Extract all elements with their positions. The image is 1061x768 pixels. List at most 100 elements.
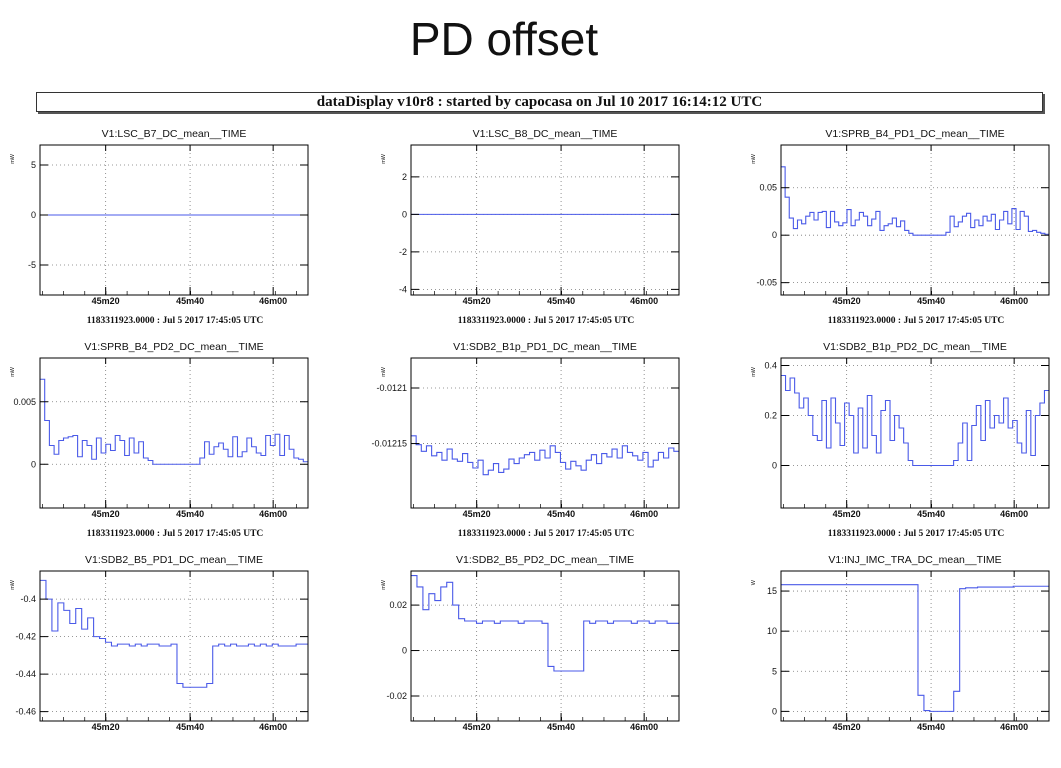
y-tick-label: -0.02 (386, 691, 407, 701)
y-tick-label: 0 (31, 210, 36, 220)
x-tick-label: 45m40 (547, 296, 575, 306)
x-tick-label: 46m00 (1000, 509, 1028, 519)
x-tick-label: 45m40 (917, 722, 945, 732)
chart-title: V1:SDB2_B5_PD2_DC_mean__TIME (456, 554, 634, 566)
plot-frame (39, 144, 309, 296)
time-reference-label: 1183311923.0000 : Jul 5 2017 17:45:05 UT… (458, 316, 635, 326)
x-tick-label: 46m00 (259, 509, 287, 519)
x-tick-label: 45m20 (833, 509, 861, 519)
y-tick-label: -4 (399, 284, 407, 294)
y-tick-label: 10 (767, 626, 777, 636)
data-series-line (781, 584, 1049, 712)
chart-panel-6: V1:SDB2_B1p_PD2_DC_mean__TIME mW 0.4 0.2 0 45… (751, 341, 1050, 539)
y-tick-label: 15 (767, 586, 777, 596)
x-tick-label: 45m40 (176, 296, 204, 306)
y-unit-label: mW (10, 579, 16, 590)
time-reference-label: 1183311923.0000 : Jul 5 2017 17:45:05 UT… (828, 529, 1005, 539)
y-unit-label: mW (751, 366, 757, 377)
x-tick-label: 45m20 (92, 296, 120, 306)
chart-panel-9: V1:INJ_IMC_TRA_DC_mean__TIME W 15 10 5 0 45m20… (751, 554, 1050, 732)
y-tick-label: -0.4 (20, 594, 36, 604)
chart-title: V1:SDB2_B5_PD1_DC_mean__TIME (85, 554, 263, 566)
x-tick-label: 45m20 (463, 722, 491, 732)
plot-frame (39, 357, 309, 509)
chart-title: V1:LSC_B7_DC_mean__TIME (102, 128, 247, 140)
chart-panel-1: V1:LSC_B7_DC_mean__TIME mW 5 0 -5 45m20 45m40 4… (10, 128, 309, 326)
y-tick-label: -0.44 (15, 669, 36, 679)
chart-title: V1:SDB2_B1p_PD1_DC_mean__TIME (453, 341, 637, 353)
y-tick-label: -0.42 (15, 632, 36, 642)
data-series-line (411, 435, 679, 476)
x-tick-label: 46m00 (259, 722, 287, 732)
y-unit-label: mW (10, 153, 16, 164)
y-tick-label: 0 (772, 706, 777, 716)
chart-title: V1:SPRB_B4_PD1_DC_mean__TIME (825, 128, 1004, 140)
y-tick-label: -2 (399, 247, 407, 257)
x-tick-label: 45m20 (833, 296, 861, 306)
x-tick-label: 46m00 (630, 296, 658, 306)
y-unit-label: mW (381, 579, 387, 590)
y-tick-label: 0 (772, 461, 777, 471)
plot-frame (780, 144, 1050, 296)
y-unit-label: mW (381, 153, 387, 164)
y-tick-label: -0.05 (756, 278, 777, 288)
chart-panel-7: V1:SDB2_B5_PD1_DC_mean__TIME mW -0.4 -0.42 -… (10, 554, 309, 732)
y-tick-label: 0.2 (764, 411, 777, 421)
y-unit-label: mW (381, 366, 387, 377)
x-tick-label: 45m40 (917, 296, 945, 306)
y-unit-label: mW (751, 153, 757, 164)
y-tick-label: 0 (402, 646, 407, 656)
y-tick-label: -0.01215 (371, 439, 407, 449)
chart-title: V1:LSC_B8_DC_mean__TIME (473, 128, 618, 140)
y-tick-label: -5 (28, 260, 36, 270)
time-reference-label: 1183311923.0000 : Jul 5 2017 17:45:05 UT… (87, 316, 264, 326)
chart-title: V1:SDB2_B1p_PD2_DC_mean__TIME (823, 341, 1007, 353)
time-reference-label: 1183311923.0000 : Jul 5 2017 17:45:05 UT… (828, 316, 1005, 326)
x-tick-label: 45m40 (547, 722, 575, 732)
y-tick-label: 0 (31, 459, 36, 469)
chart-title: V1:SPRB_B4_PD2_DC_mean__TIME (84, 341, 263, 353)
y-tick-label: 0.05 (759, 183, 777, 193)
y-tick-label: 0.4 (764, 361, 777, 371)
plot-frame (780, 570, 1050, 722)
x-tick-label: 45m40 (176, 722, 204, 732)
chart-panel-8: V1:SDB2_B5_PD2_DC_mean__TIME mW0.02 0 -0.02… (381, 554, 680, 732)
plot-frame (410, 570, 680, 722)
time-reference-label: 1183311923.0000 : Jul 5 2017 17:45:05 UT… (458, 529, 635, 539)
chart-panel-3: V1:SPRB_B4_PD1_DC_mean__TIME mW 0.05 0 -0.05… (751, 128, 1050, 326)
plot-frame (39, 570, 309, 722)
y-tick-label: 2 (402, 172, 407, 182)
y-tick-label: -0.0121 (376, 383, 407, 393)
y-tick-label: 5 (772, 666, 777, 676)
plot-frame (410, 357, 680, 509)
x-tick-label: 45m20 (463, 296, 491, 306)
slide-title: PD offset (409, 13, 599, 65)
plot-frame (780, 357, 1050, 509)
x-tick-label: 46m00 (1000, 296, 1028, 306)
y-tick-label: 0.005 (13, 397, 36, 407)
chart-title: V1:INJ_IMC_TRA_DC_mean__TIME (828, 554, 1001, 566)
x-tick-label: 45m20 (463, 509, 491, 519)
data-series-line (40, 378, 308, 465)
y-tick-label: -0.46 (15, 707, 36, 717)
data-series-line (411, 575, 679, 672)
y-tick-label: 0 (402, 209, 407, 219)
display-banner: dataDisplay v10r8 : started by capocasa … (36, 92, 1043, 112)
y-tick-label: 0.02 (389, 600, 407, 610)
x-tick-label: 46m00 (630, 722, 658, 732)
x-tick-label: 45m20 (92, 509, 120, 519)
x-tick-label: 45m20 (833, 722, 861, 732)
time-reference-label: 1183311923.0000 : Jul 5 2017 17:45:05 UT… (87, 529, 264, 539)
chart-panel-2: V1:LSC_B8_DC_mean__TIME mW 2 0 -2 -4 45m20 45m4… (381, 128, 680, 326)
y-tick-label: 5 (31, 160, 36, 170)
plot-frame (410, 144, 680, 296)
chart-panel-5: V1:SDB2_B1p_PD1_DC_mean__TIME mW -0.0121 -0… (371, 341, 680, 539)
data-series-line (781, 374, 1049, 467)
x-tick-label: 45m40 (917, 509, 945, 519)
x-tick-label: 46m00 (1000, 722, 1028, 732)
x-tick-label: 46m00 (259, 296, 287, 306)
y-unit-label: mW (10, 366, 16, 377)
data-series-line (781, 166, 1049, 236)
chart-panel-4: V1:SPRB_B4_PD2_DC_mean__TIME mW 0.005 0 45m2… (10, 341, 309, 539)
x-tick-label: 45m40 (547, 509, 575, 519)
